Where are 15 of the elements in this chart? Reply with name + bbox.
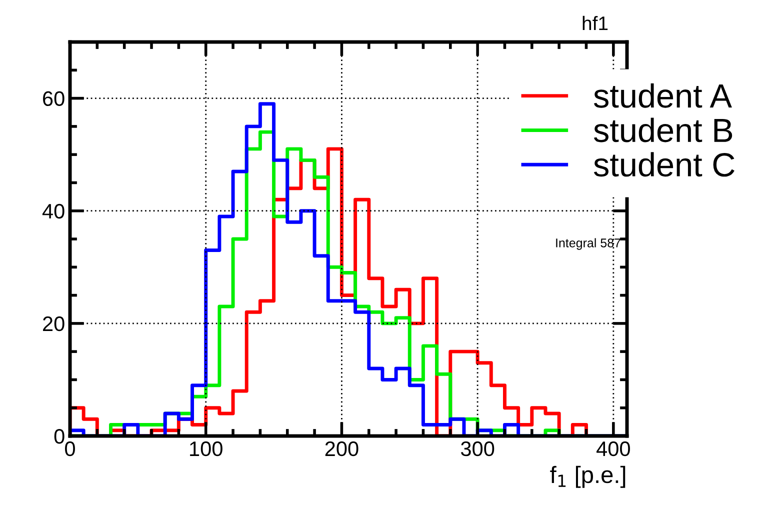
legend-label: student C: [594, 152, 734, 177]
y-tick-label: 40: [42, 204, 64, 219]
x-axis-title: f$_{1}$ [p.e.]: [550, 466, 626, 488]
y-tick-label: 20: [43, 316, 64, 332]
x-tick-label: 0: [65, 441, 75, 456]
x-tick-label: 400: [596, 441, 630, 456]
y-tick-label: 0: [54, 429, 64, 444]
x-tick-label: 200: [325, 441, 358, 456]
y-tick-label: 60: [43, 91, 64, 106]
annotation: Integral 587: [556, 238, 620, 250]
legend-label: student B: [594, 118, 732, 142]
x-tick-label: 300: [460, 441, 494, 456]
text: hf1: [582, 16, 608, 30]
x-tick-label: 100: [190, 441, 222, 456]
legend-label: student A: [594, 83, 732, 108]
